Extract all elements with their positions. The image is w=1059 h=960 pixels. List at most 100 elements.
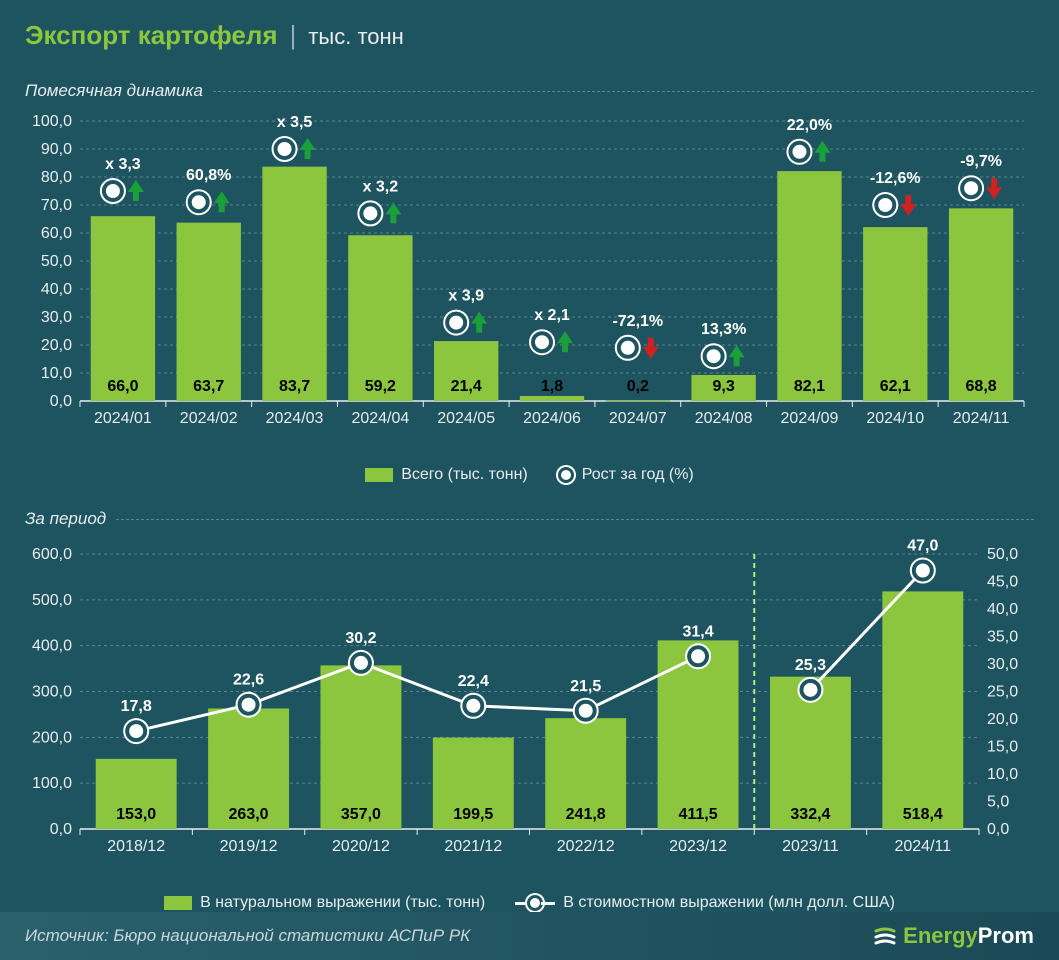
svg-text:400,0: 400,0: [32, 638, 72, 655]
section1-header: Помесячная динамика: [25, 81, 1034, 101]
svg-text:2024/11: 2024/11: [894, 838, 951, 855]
title-main: Экспорт картофеля: [25, 20, 278, 51]
svg-text:21,4: 21,4: [451, 378, 482, 395]
svg-text:2024/01: 2024/01: [94, 410, 152, 427]
chart1-legend: Всего (тыс. тонн) Рост за год (%): [25, 466, 1034, 484]
svg-text:2024/03: 2024/03: [266, 410, 324, 427]
title-separator: |: [290, 20, 297, 51]
svg-text:2024/10: 2024/10: [866, 410, 924, 427]
svg-text:-9,7%: -9,7%: [960, 153, 1002, 170]
legend-bars-label-2: В натуральном выражении (тыс. тонн): [200, 894, 485, 912]
svg-text:241,8: 241,8: [566, 806, 606, 823]
svg-text:13,3%: 13,3%: [701, 321, 746, 338]
svg-text:0,0: 0,0: [987, 821, 1009, 838]
legend-bars-label-1: Всего (тыс. тонн): [401, 466, 528, 484]
svg-text:40,0: 40,0: [987, 601, 1018, 618]
svg-text:30,2: 30,2: [345, 630, 376, 647]
legend-marker-icon: [558, 467, 574, 483]
svg-text:100,0: 100,0: [32, 775, 72, 792]
page-title-row: Экспорт картофеля | тыс. тонн: [25, 20, 1034, 51]
brand-word-2: Prom: [978, 923, 1034, 948]
svg-text:-72,1%: -72,1%: [612, 313, 663, 330]
svg-text:22,6: 22,6: [233, 672, 264, 689]
svg-text:600,0: 600,0: [32, 546, 72, 563]
svg-text:2023/12: 2023/12: [669, 838, 727, 855]
svg-text:20,0: 20,0: [987, 711, 1018, 728]
legend-line-label-2: В стоимостном выражении (млн долл. США): [563, 894, 895, 912]
svg-text:2024/07: 2024/07: [609, 410, 667, 427]
svg-text:62,1: 62,1: [880, 378, 911, 395]
svg-text:68,8: 68,8: [966, 378, 997, 395]
footer: Источник: Бюро национальной статистики А…: [0, 912, 1059, 960]
svg-text:2023/11: 2023/11: [782, 838, 839, 855]
svg-text:200,0: 200,0: [32, 729, 72, 746]
legend-line-marker-icon: [515, 895, 555, 911]
svg-text:0,0: 0,0: [50, 821, 72, 838]
svg-text:10,0: 10,0: [41, 365, 72, 382]
legend-bar-swatch-icon-2: [164, 896, 192, 910]
svg-text:70,0: 70,0: [41, 197, 72, 214]
legend-markers-1: Рост за год (%): [558, 466, 694, 484]
brand-logo: EnergyProm: [873, 923, 1034, 949]
svg-text:153,0: 153,0: [116, 806, 156, 823]
svg-text:25,0: 25,0: [987, 684, 1018, 701]
svg-text:40,0: 40,0: [41, 281, 72, 298]
monthly-chart: 0,010,020,030,040,050,060,070,080,090,01…: [25, 111, 1034, 451]
svg-text:63,7: 63,7: [193, 378, 224, 395]
legend-bars-2: В натуральном выражении (тыс. тонн): [164, 894, 485, 912]
svg-text:x 3,5: x 3,5: [277, 114, 313, 131]
section2-line: [116, 519, 1034, 520]
svg-text:5,0: 5,0: [987, 794, 1009, 811]
svg-text:30,0: 30,0: [41, 309, 72, 326]
svg-text:-12,6%: -12,6%: [870, 170, 921, 187]
svg-text:2024/09: 2024/09: [781, 410, 839, 427]
svg-text:50,0: 50,0: [41, 253, 72, 270]
svg-text:60,8%: 60,8%: [186, 167, 231, 184]
source-text: Источник: Бюро национальной статистики А…: [25, 926, 470, 946]
svg-text:50,0: 50,0: [987, 546, 1018, 563]
svg-text:90,0: 90,0: [41, 141, 72, 158]
svg-text:0,2: 0,2: [627, 378, 649, 395]
svg-text:300,0: 300,0: [32, 684, 72, 701]
svg-text:82,1: 82,1: [794, 378, 825, 395]
svg-text:15,0: 15,0: [987, 739, 1018, 756]
svg-text:30,0: 30,0: [987, 656, 1018, 673]
svg-text:411,5: 411,5: [678, 806, 717, 823]
svg-text:83,7: 83,7: [279, 378, 310, 395]
svg-text:22,0%: 22,0%: [787, 117, 832, 134]
svg-text:31,4: 31,4: [682, 623, 713, 640]
svg-text:25,3: 25,3: [795, 657, 826, 674]
svg-text:2024/11: 2024/11: [953, 410, 1010, 427]
period-chart: 0,0100,0200,0300,0400,0500,0600,00,05,01…: [25, 539, 1034, 879]
svg-text:80,0: 80,0: [41, 169, 72, 186]
svg-text:2024/08: 2024/08: [695, 410, 753, 427]
svg-text:2020/12: 2020/12: [332, 838, 390, 855]
svg-text:60,0: 60,0: [41, 225, 72, 242]
svg-text:0,0: 0,0: [50, 393, 72, 410]
svg-text:100,0: 100,0: [32, 113, 72, 130]
svg-text:2022/12: 2022/12: [557, 838, 615, 855]
svg-text:2024/06: 2024/06: [523, 410, 581, 427]
svg-text:10,0: 10,0: [987, 766, 1018, 783]
legend-line-2: В стоимостном выражении (млн долл. США): [515, 894, 895, 912]
svg-text:518,4: 518,4: [903, 806, 943, 823]
svg-text:21,5: 21,5: [570, 678, 601, 695]
svg-text:x 3,9: x 3,9: [448, 288, 484, 305]
svg-text:2024/05: 2024/05: [437, 410, 495, 427]
svg-text:199,5: 199,5: [453, 806, 493, 823]
svg-text:17,8: 17,8: [121, 698, 152, 715]
svg-text:2024/04: 2024/04: [351, 410, 409, 427]
legend-bars-1: Всего (тыс. тонн): [365, 466, 528, 484]
svg-text:22,4: 22,4: [458, 673, 489, 690]
svg-text:263,0: 263,0: [229, 806, 269, 823]
svg-text:2019/12: 2019/12: [220, 838, 278, 855]
svg-text:x 3,3: x 3,3: [105, 156, 141, 173]
section1-line: [213, 91, 1034, 92]
chart2-legend: В натуральном выражении (тыс. тонн) В ст…: [25, 894, 1034, 912]
svg-text:59,2: 59,2: [365, 378, 396, 395]
svg-text:45,0: 45,0: [987, 574, 1018, 591]
svg-text:x 2,1: x 2,1: [534, 307, 570, 324]
svg-text:35,0: 35,0: [987, 629, 1018, 646]
svg-text:1,8: 1,8: [541, 378, 563, 395]
svg-text:9,3: 9,3: [713, 378, 735, 395]
